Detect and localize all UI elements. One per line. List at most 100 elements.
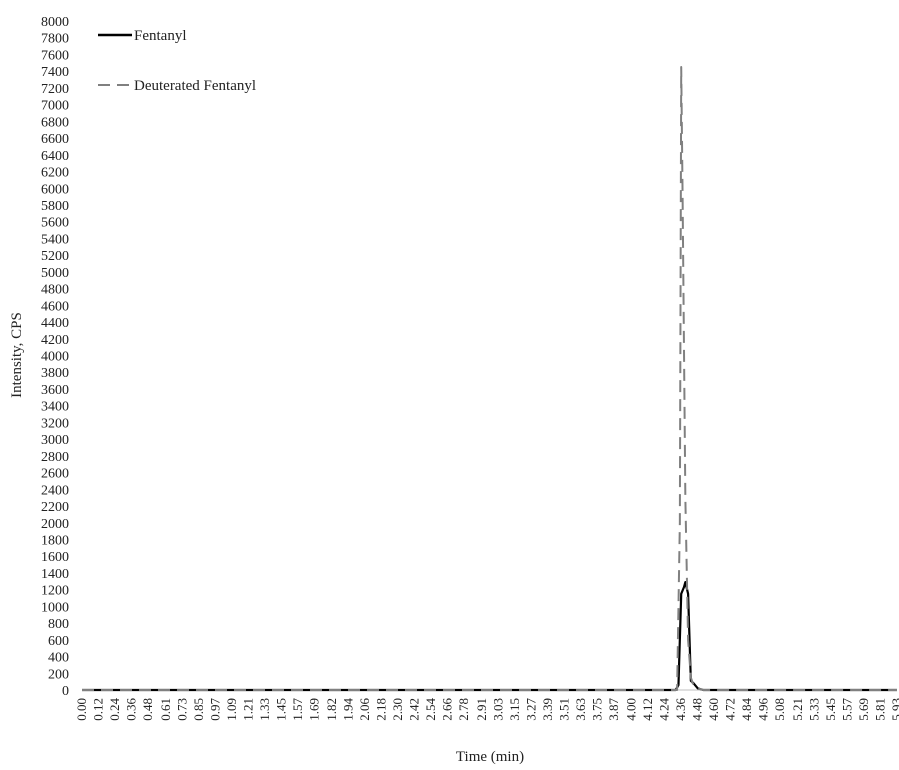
x-tick-label: 4.96 xyxy=(756,698,771,721)
x-tick-label: 0.97 xyxy=(207,698,222,721)
y-tick-label: 4800 xyxy=(41,283,69,298)
x-tick-label: 2.06 xyxy=(357,698,372,721)
x-tick-label: 1.94 xyxy=(341,698,356,721)
x-tick-label: 1.57 xyxy=(290,698,305,721)
y-tick-label: 4600 xyxy=(41,299,69,314)
y-tick-label: 6800 xyxy=(41,115,69,130)
x-tick-label: 5.81 xyxy=(873,698,888,721)
x-tick-label: 4.48 xyxy=(690,698,705,721)
y-tick-label: 600 xyxy=(48,634,69,649)
y-axis-title: Intensity, CPS xyxy=(9,312,25,398)
x-tick-label: 4.60 xyxy=(706,698,721,721)
x-tick-label: 0.12 xyxy=(90,698,105,721)
y-tick-label: 1200 xyxy=(41,584,69,599)
x-tick-label: 0.48 xyxy=(140,698,155,721)
y-tick-label: 5800 xyxy=(41,199,69,214)
x-tick-label: 2.30 xyxy=(390,698,405,721)
x-tick-label: 3.27 xyxy=(523,698,538,721)
y-tick-label: 3400 xyxy=(41,400,69,415)
x-tick-label: 1.82 xyxy=(324,698,339,721)
y-tick-label: 8000 xyxy=(41,15,69,30)
x-tick-label: 4.84 xyxy=(739,698,754,721)
y-tick-label: 6600 xyxy=(41,132,69,147)
y-tick-label: 400 xyxy=(48,651,69,666)
x-tick-label: 5.45 xyxy=(823,698,838,721)
series-line-fentanyl xyxy=(82,581,897,692)
series-line-deuterated-fentanyl xyxy=(82,65,897,691)
x-tick-label: 1.45 xyxy=(273,698,288,721)
x-tick-label: 0.24 xyxy=(107,698,122,721)
x-tick-label: 0.36 xyxy=(123,698,138,721)
y-tick-label: 2600 xyxy=(41,467,69,482)
y-tick-label: 800 xyxy=(48,617,69,632)
y-tick-label: 1000 xyxy=(41,600,69,615)
x-tick-label: 2.54 xyxy=(423,698,438,721)
x-tick-label: 5.93 xyxy=(889,698,899,721)
y-tick-label: 3000 xyxy=(41,433,69,448)
x-tick-label: 3.15 xyxy=(507,698,522,721)
x-tick-label: 1.69 xyxy=(306,698,321,721)
x-tick-label: 3.63 xyxy=(573,698,588,721)
x-tick-label: 2.78 xyxy=(456,698,471,721)
y-tick-label: 5400 xyxy=(41,232,69,247)
x-tick-label: 5.21 xyxy=(790,698,805,721)
x-tick-label: 4.24 xyxy=(657,698,672,721)
x-tick-label: 3.51 xyxy=(556,698,571,721)
legend-label-fentanyl: Fentanyl xyxy=(134,28,187,44)
x-tick-label: 0.61 xyxy=(158,698,173,721)
y-tick-label: 3600 xyxy=(41,383,69,398)
y-tick-label: 2200 xyxy=(41,500,69,515)
x-tick-label: 1.09 xyxy=(224,698,239,721)
y-tick-label: 6200 xyxy=(41,166,69,181)
x-tick-label: 4.12 xyxy=(640,698,655,721)
x-tick-label: 5.33 xyxy=(807,698,822,721)
x-tick-label: 3.03 xyxy=(490,698,505,721)
x-tick-label: 4.72 xyxy=(723,698,738,721)
x-tick-label: 3.87 xyxy=(606,698,621,721)
x-tick-label: 0.85 xyxy=(191,698,206,721)
y-tick-label: 3200 xyxy=(41,416,69,431)
y-tick-label: 7600 xyxy=(41,48,69,63)
x-tick-label: 5.57 xyxy=(840,698,855,721)
x-tick-label: 3.39 xyxy=(540,698,555,721)
legend: Fentanyl Deuterated Fentanyl xyxy=(98,28,256,94)
y-tick-label: 3800 xyxy=(41,366,69,381)
x-tick-label: 2.18 xyxy=(374,698,389,721)
y-tick-label: 4400 xyxy=(41,316,69,331)
y-tick-label: 2800 xyxy=(41,450,69,465)
x-tick-label: 1.21 xyxy=(240,698,255,721)
legend-label-deuterated-fentanyl: Deuterated Fentanyl xyxy=(134,78,256,94)
y-tick-label: 7800 xyxy=(41,32,69,47)
x-tick-label: 0.00 xyxy=(74,698,89,721)
y-tick-label: 5200 xyxy=(41,249,69,264)
y-tick-label: 7000 xyxy=(41,99,69,114)
x-tick-label: 5.69 xyxy=(856,698,871,721)
y-tick-label: 5000 xyxy=(41,266,69,281)
x-tick-label: 2.42 xyxy=(407,698,422,721)
x-tick-label: 4.36 xyxy=(673,698,688,721)
y-tick-label: 1600 xyxy=(41,550,69,565)
y-tick-label: 6000 xyxy=(41,182,69,197)
y-tick-label: 1400 xyxy=(41,567,69,582)
x-axis-title: Time (min) xyxy=(456,749,524,765)
y-tick-label: 200 xyxy=(48,667,69,682)
y-tick-label: 4000 xyxy=(41,350,69,365)
x-tick-label: 2.91 xyxy=(474,698,489,721)
y-tick-label: 2400 xyxy=(41,483,69,498)
x-tick-label: 0.73 xyxy=(174,698,189,721)
y-tick-label: 5600 xyxy=(41,216,69,231)
x-tick-label: 5.08 xyxy=(772,698,787,721)
y-tick-label: 2000 xyxy=(41,517,69,532)
x-tick-label: 1.33 xyxy=(257,698,272,721)
x-tick-label: 3.75 xyxy=(589,698,604,721)
y-tick-label: 7200 xyxy=(41,82,69,97)
y-tick-label: 1800 xyxy=(41,533,69,548)
x-tick-label: 2.66 xyxy=(440,698,455,721)
y-tick-label: 6400 xyxy=(41,149,69,164)
y-tick-label: 4200 xyxy=(41,333,69,348)
x-tick-label: 4.00 xyxy=(624,698,639,721)
y-tick-label: 0 xyxy=(62,684,69,699)
y-tick-label: 7400 xyxy=(41,65,69,80)
